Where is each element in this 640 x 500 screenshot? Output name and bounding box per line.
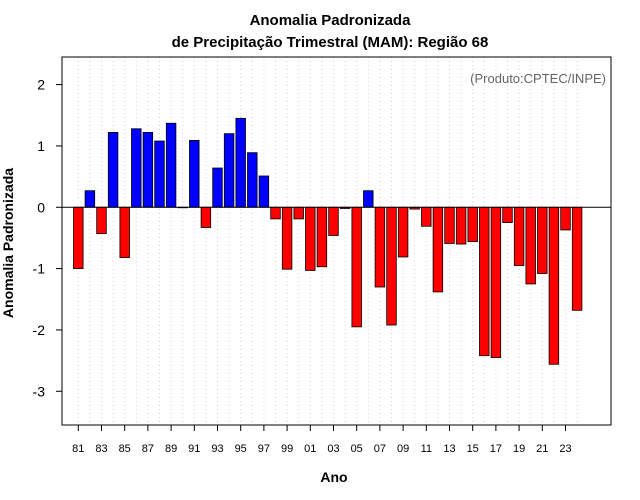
bar-1983 [96, 206, 107, 235]
bar-2012 [432, 206, 444, 293]
credit-label: (Produto:CPTEC/INPE) [470, 71, 606, 86]
y-axis-label: Anomalia Padronizada [0, 168, 16, 318]
bar-2024 [571, 206, 583, 311]
y-tick-label: -1 [33, 261, 46, 277]
bar-1994 [223, 133, 235, 208]
bar-1996 [247, 152, 258, 208]
chart-subtitle: de Precipitação Trimestral (MAM): Região… [172, 34, 489, 51]
bar-1993 [212, 167, 223, 208]
x-tick-label: 19 [513, 443, 525, 455]
x-tick-label: 81 [72, 443, 84, 455]
y-tick-label: 1 [37, 138, 45, 154]
bar-1988 [154, 140, 165, 208]
bar-2015 [467, 206, 478, 243]
bar-1982 [84, 190, 96, 208]
bar-2020 [525, 206, 536, 285]
bars [73, 117, 583, 365]
x-tick-label: 95 [235, 443, 247, 455]
bar-2011 [421, 206, 432, 227]
x-tick-label: 97 [258, 443, 270, 455]
bar-1995 [235, 117, 246, 208]
bar-2023 [560, 206, 571, 231]
bar-2017 [490, 206, 502, 358]
x-axis: 81 83 85 87 89 91 93 95 97 99 01 03 05 07 09 11 13 15 17 19… [72, 425, 572, 455]
bar-2007 [374, 206, 386, 288]
x-tick-label: 87 [142, 443, 154, 455]
x-tick-label: 85 [119, 443, 131, 455]
grid-lines [77, 57, 578, 425]
bar-1991 [189, 140, 200, 208]
x-tick-label: 01 [304, 443, 316, 455]
y-tick-label: -2 [33, 322, 46, 338]
bar-1989 [165, 122, 177, 208]
bar-2021 [537, 206, 548, 274]
x-tick-label: 17 [490, 443, 502, 455]
x-tick-label: 13 [443, 443, 455, 455]
bar-1984 [107, 132, 119, 208]
x-tick-label: 23 [559, 443, 571, 455]
bar-2009 [397, 206, 409, 258]
bar-1981 [73, 206, 84, 269]
bar-1985 [119, 206, 130, 258]
x-tick-label: 05 [351, 443, 363, 455]
y-tick-label: -3 [33, 383, 46, 399]
bar-2002 [316, 206, 328, 268]
chart-title: Anomalia Padronizada [250, 12, 412, 29]
bar-1997 [258, 175, 270, 208]
y-axis: 2 1 0 -1 -2 -3 [33, 77, 62, 399]
bar-2018 [502, 206, 513, 223]
bar-1986 [131, 128, 142, 208]
bar-2005 [351, 206, 362, 328]
bar-1992 [200, 206, 212, 228]
bar-2008 [386, 206, 397, 326]
x-tick-label: 99 [281, 443, 293, 455]
x-tick-label: 15 [467, 443, 479, 455]
bar-1987 [142, 132, 154, 208]
x-tick-label: 11 [421, 443, 432, 455]
x-tick-label: 21 [536, 443, 548, 455]
x-tick-label: 09 [397, 443, 409, 455]
bar-2014 [455, 206, 467, 245]
plot-frame [61, 56, 612, 426]
bar-2001 [305, 206, 316, 271]
bar-2013 [444, 206, 455, 244]
x-tick-label: 83 [95, 443, 107, 455]
bar-2006 [363, 190, 374, 208]
bar-2022 [548, 206, 560, 365]
x-tick-label: 91 [188, 443, 200, 455]
x-tick-label: 03 [327, 443, 339, 455]
bar-2003 [328, 206, 339, 236]
bar-2016 [479, 206, 490, 357]
x-tick-label: 07 [374, 443, 386, 455]
x-axis-label: Ano [320, 469, 347, 485]
bar-1998 [270, 206, 281, 220]
y-tick-label: 2 [37, 77, 45, 93]
bar-2019 [513, 206, 525, 266]
y-tick-label: 0 [37, 199, 45, 215]
x-tick-label: 89 [165, 443, 177, 455]
bar-1999 [281, 206, 293, 270]
bar-2000 [293, 206, 304, 220]
x-tick-label: 93 [211, 443, 223, 455]
